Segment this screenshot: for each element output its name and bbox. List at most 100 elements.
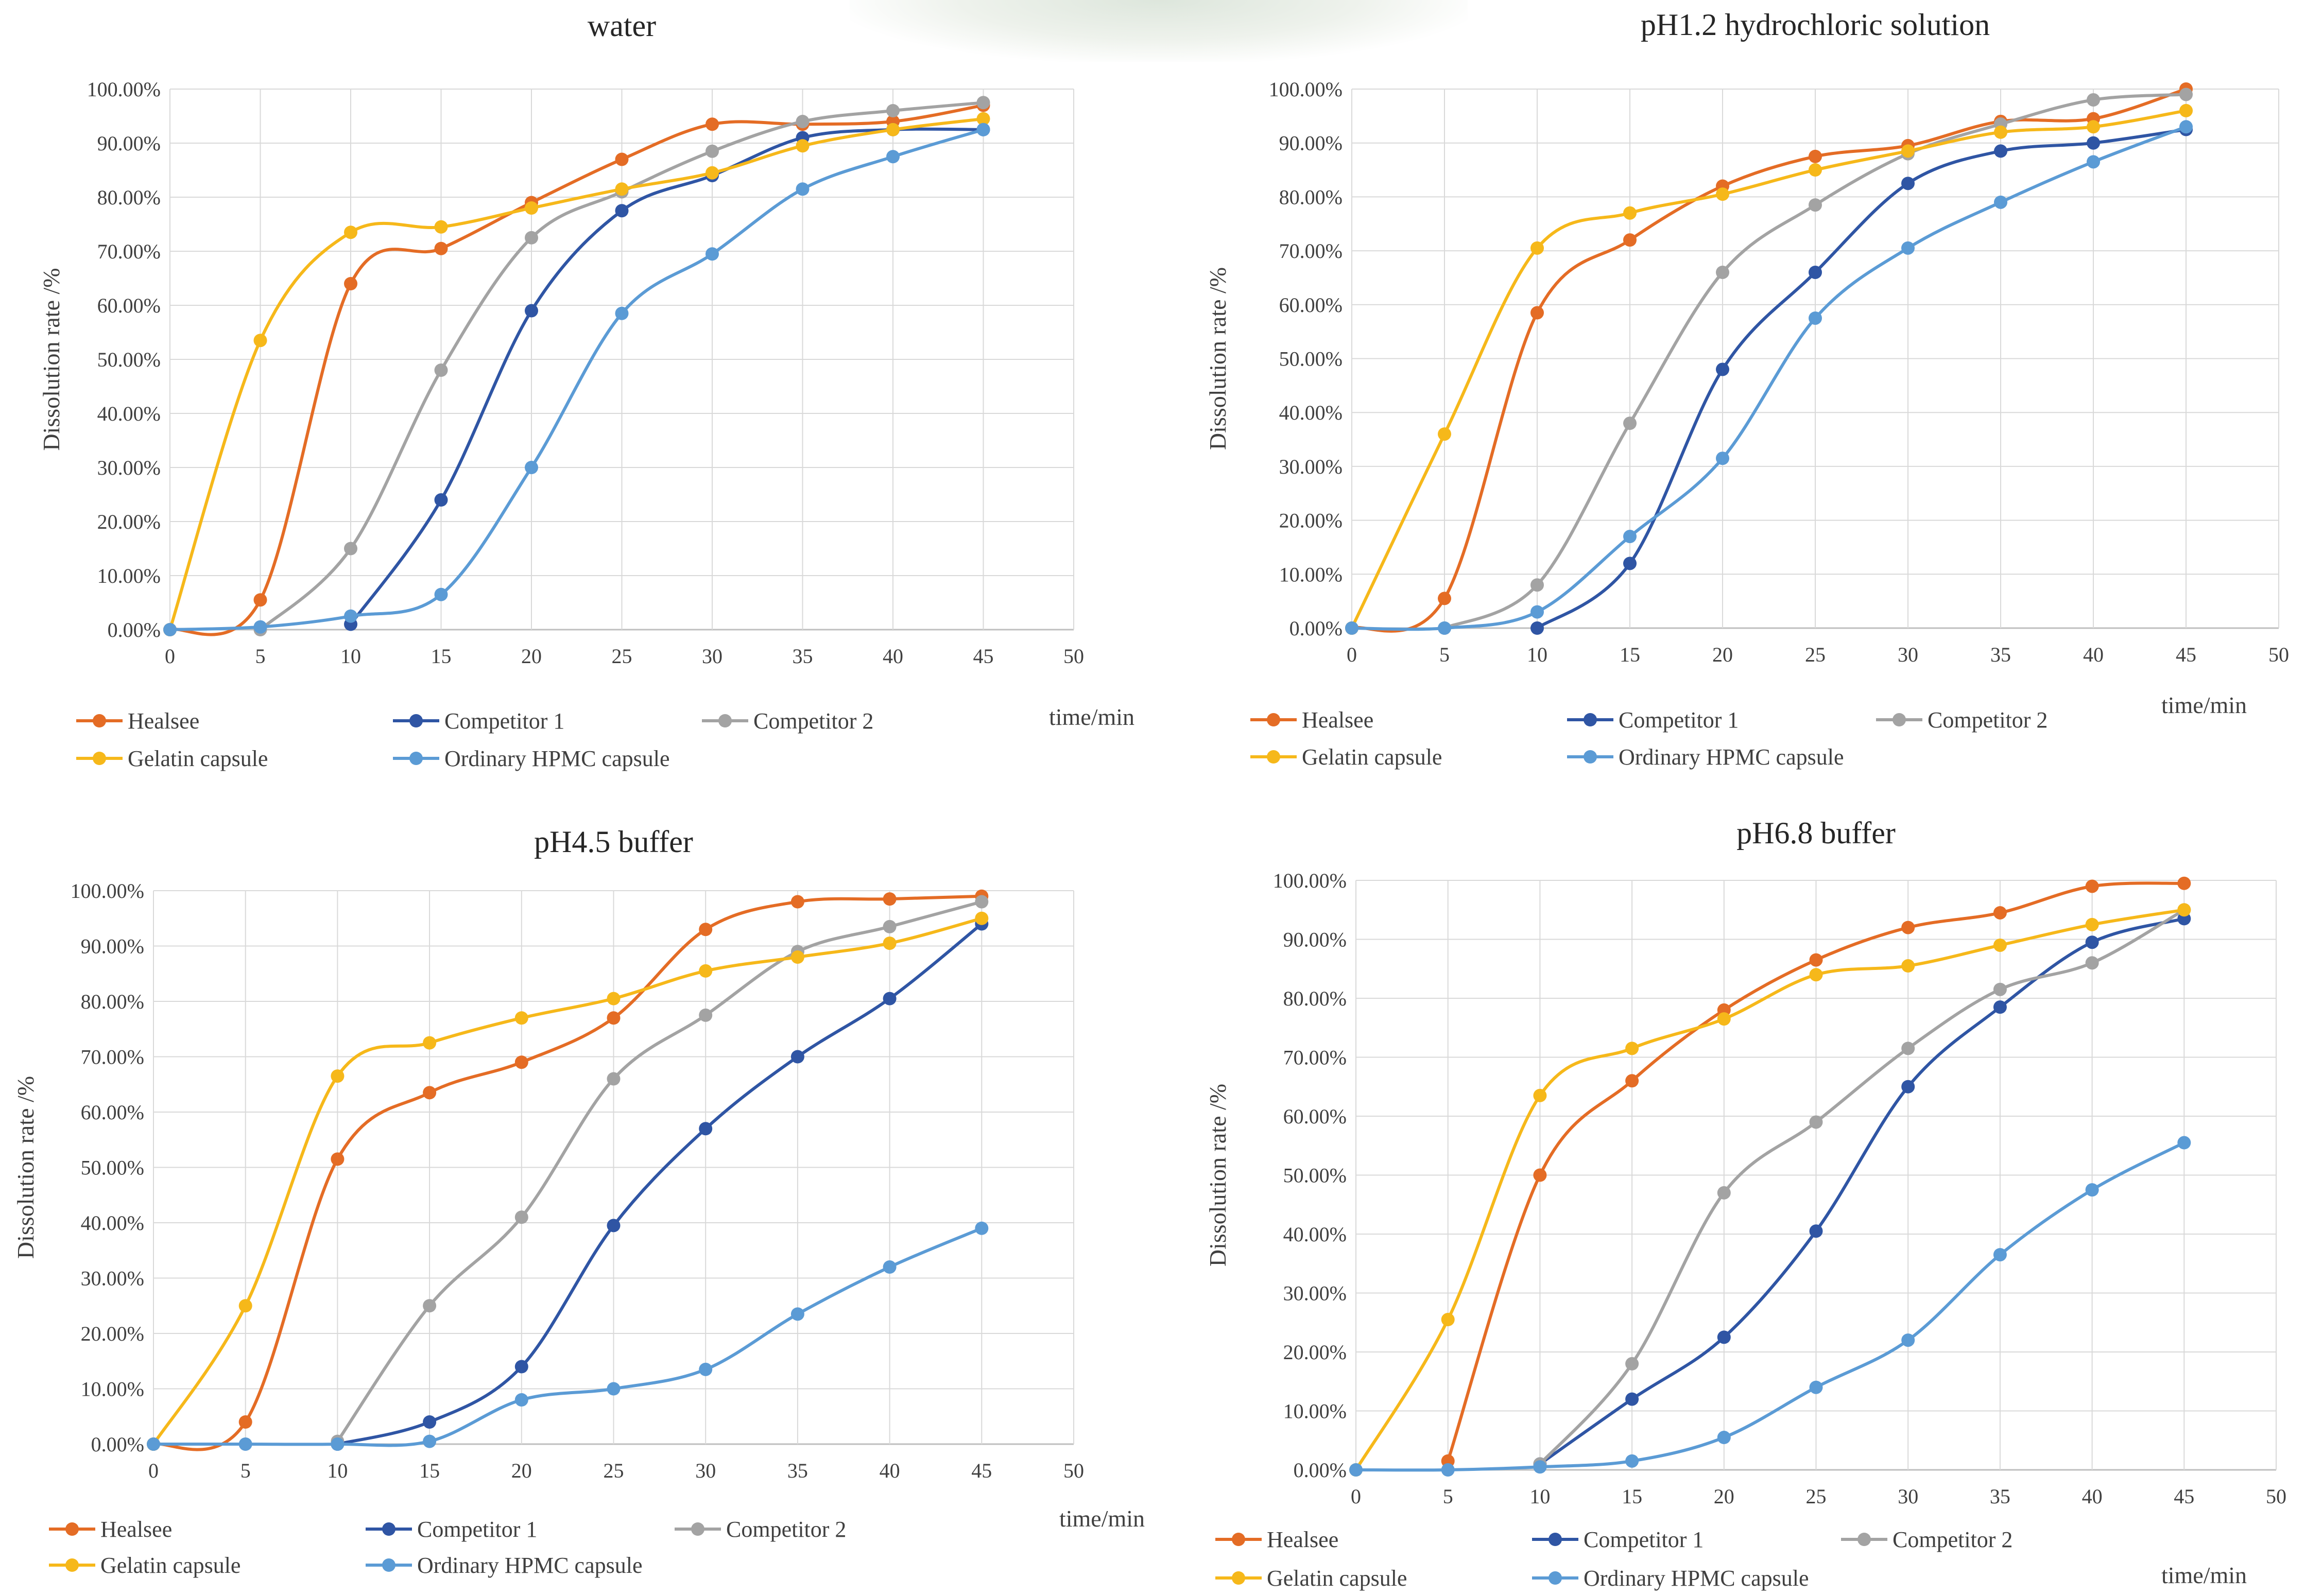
- series-gelatin-capsule: [147, 911, 989, 1451]
- legend-label: Gelatin capsule: [128, 746, 268, 771]
- series-line-gelatin-capsule: [152, 916, 983, 1445]
- x-tick-label: 30: [695, 1459, 716, 1482]
- series-competitor-2: [331, 895, 989, 1448]
- legend-label: Competitor 1: [444, 708, 564, 734]
- legend: Healsee Competitor 1 Competitor 2 Gelatin c…: [49, 1517, 846, 1578]
- x-tick-label: 0: [148, 1459, 159, 1482]
- data-point-healsee: [883, 892, 897, 906]
- data-point-ordinary-hpmc-capsule: [1623, 530, 1637, 544]
- legend-item-ordinary-hpmc-capsule: Ordinary HPMC capsule: [1532, 1566, 1809, 1591]
- data-point-competitor-1: [615, 204, 629, 218]
- legend-label: Healsee: [100, 1517, 172, 1542]
- data-point-competitor-2: [1809, 1115, 1823, 1129]
- series-healsee: [1441, 876, 2191, 1468]
- y-tick-label: 0.00%: [1294, 1459, 1347, 1482]
- series-line-healsee: [153, 894, 982, 1451]
- data-point-ordinary-hpmc-capsule: [1901, 241, 1915, 255]
- x-tick-label: 50: [2268, 643, 2289, 666]
- legend-label: Competitor 2: [1893, 1527, 2012, 1552]
- legend: Healsee Competitor 1 Competitor 2 Gelatin c…: [1215, 1527, 2012, 1591]
- legend-item-competitor-1: Competitor 1: [1532, 1527, 1704, 1552]
- data-point-competitor-2: [1901, 1042, 1915, 1055]
- data-point-ordinary-hpmc-capsule: [344, 609, 357, 623]
- legend-swatch-marker: [409, 752, 423, 765]
- y-tick-label: 100.00%: [1273, 869, 1347, 892]
- x-tick-label: 5: [255, 645, 266, 668]
- series-ordinary-hpmc-capsule: [1349, 1136, 2191, 1477]
- legend-label: Healsee: [1267, 1527, 1338, 1552]
- data-point-healsee: [423, 1086, 437, 1100]
- y-tick-label: 80.00%: [81, 990, 144, 1013]
- legend-swatch-marker: [1584, 750, 1597, 764]
- x-tick-label: 25: [604, 1459, 624, 1482]
- data-point-healsee: [1901, 921, 1915, 934]
- legend-item-healsee: Healsee: [76, 708, 199, 734]
- data-point-gelatin-capsule: [976, 112, 990, 126]
- data-point-gelatin-capsule: [1441, 1313, 1455, 1327]
- data-point-gelatin-capsule: [886, 123, 900, 136]
- legend-item-ordinary-hpmc-capsule: Ordinary HPMC capsule: [393, 746, 670, 771]
- data-point-ordinary-hpmc-capsule: [706, 247, 719, 261]
- data-point-healsee: [434, 241, 448, 255]
- data-point-competitor-2: [1716, 265, 1729, 279]
- x-tick-label: 25: [612, 645, 632, 668]
- data-point-competitor-2: [796, 115, 810, 128]
- legend-label: Competitor 2: [726, 1517, 846, 1542]
- data-point-ordinary-hpmc-capsule: [1345, 621, 1358, 635]
- x-tick-label: 10: [327, 1459, 348, 1482]
- y-tick-label: 50.00%: [97, 348, 161, 371]
- data-point-healsee: [1623, 233, 1637, 247]
- y-tick-label: 80.00%: [1279, 185, 1343, 209]
- x-tick-label: 30: [1898, 643, 1918, 666]
- data-point-competitor-2: [699, 1008, 713, 1022]
- legend-item-gelatin-capsule: Gelatin capsule: [76, 746, 268, 771]
- legend-item-competitor-2: Competitor 2: [1876, 707, 2048, 733]
- series-competitor-1: [1530, 123, 2193, 635]
- data-point-competitor-1: [1717, 1330, 1731, 1344]
- data-point-ordinary-hpmc-capsule: [2177, 1136, 2191, 1150]
- data-point-gelatin-capsule: [1625, 1042, 1639, 1055]
- data-point-competitor-2: [975, 895, 989, 909]
- y-tick-label: 0.00%: [91, 1433, 144, 1456]
- data-point-ordinary-hpmc-capsule: [253, 620, 267, 634]
- data-point-healsee: [1809, 953, 1823, 967]
- y-axis-label: Dissolution rate /%: [1205, 1084, 1231, 1267]
- data-point-competitor-2: [1625, 1357, 1639, 1371]
- legend-label: Ordinary HPMC capsule: [417, 1553, 643, 1578]
- legend-label: Healsee: [128, 708, 199, 734]
- x-tick-label: 15: [1620, 643, 1640, 666]
- data-point-ordinary-hpmc-capsule: [434, 587, 448, 601]
- data-point-healsee: [1993, 906, 2007, 920]
- y-tick-label: 10.00%: [1279, 563, 1343, 586]
- data-point-gelatin-capsule: [1530, 241, 1544, 255]
- x-tick-label: 5: [240, 1459, 251, 1482]
- data-point-competitor-1: [1901, 1080, 1915, 1094]
- data-point-gelatin-capsule: [1623, 206, 1637, 220]
- series-competitor-1: [1533, 912, 2191, 1471]
- data-point-competitor-2: [1993, 982, 2007, 996]
- legend-swatch-marker: [382, 1558, 395, 1572]
- data-point-healsee: [615, 152, 629, 166]
- data-point-competitor-2: [2085, 956, 2099, 970]
- data-point-competitor-1: [1623, 557, 1637, 570]
- legend-label: Gelatin capsule: [100, 1553, 240, 1578]
- x-tick-label: 0: [1347, 643, 1357, 666]
- data-point-gelatin-capsule: [1901, 144, 1915, 158]
- data-point-ordinary-hpmc-capsule: [1993, 1248, 2007, 1262]
- data-point-competitor-2: [1623, 417, 1637, 430]
- y-tick-label: 50.00%: [1283, 1164, 1347, 1187]
- series-ordinary-hpmc-capsule: [1345, 120, 2193, 635]
- data-point-gelatin-capsule: [607, 992, 621, 1005]
- y-tick-label: 10.00%: [81, 1378, 144, 1401]
- data-point-gelatin-capsule: [238, 1299, 252, 1313]
- legend-swatch-marker: [691, 1522, 704, 1536]
- x-tick-label: 35: [1990, 1485, 2010, 1508]
- legend-label: Competitor 2: [1928, 707, 2048, 733]
- chart-panel-1: water Dissolution rate /% 0.00% 10.00% 20.00…: [38, 9, 1134, 771]
- data-point-ordinary-hpmc-capsule: [331, 1437, 345, 1451]
- series-gelatin-capsule: [163, 112, 990, 636]
- data-point-competitor-2: [1717, 1186, 1731, 1200]
- legend-item-gelatin-capsule: Gelatin capsule: [1250, 744, 1442, 770]
- data-point-competitor-1: [1994, 144, 2007, 158]
- y-tick-label: 40.00%: [1283, 1223, 1347, 1246]
